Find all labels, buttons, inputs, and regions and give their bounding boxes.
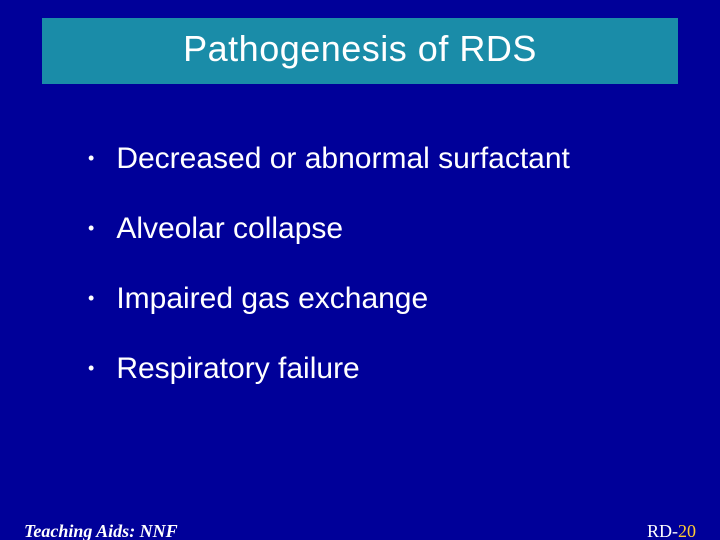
bullet-text: Alveolar collapse <box>116 212 343 246</box>
footer: Teaching Aids: NNF RD-20 <box>24 521 696 540</box>
list-item: • Alveolar collapse <box>88 212 720 246</box>
bullet-text: Respiratory failure <box>116 352 359 386</box>
title-bar: Pathogenesis of RDS <box>42 18 678 84</box>
list-item: • Respiratory failure <box>88 352 720 386</box>
list-item: • Impaired gas exchange <box>88 282 720 316</box>
bullet-icon: • <box>88 359 94 377</box>
bullet-icon: • <box>88 289 94 307</box>
bullet-icon: • <box>88 149 94 167</box>
list-item: • Decreased or abnormal surfactant <box>88 142 720 176</box>
bullet-icon: • <box>88 219 94 237</box>
bullet-text: Impaired gas exchange <box>116 282 428 316</box>
footer-right-text: RD-20 <box>647 521 696 540</box>
footer-prefix: RD- <box>647 521 678 540</box>
slide-title: Pathogenesis of RDS <box>42 28 678 70</box>
bullet-text: Decreased or abnormal surfactant <box>116 142 570 176</box>
body-content: • Decreased or abnormal surfactant • Alv… <box>88 142 720 386</box>
bullet-list: • Decreased or abnormal surfactant • Alv… <box>88 142 720 386</box>
footer-left-text: Teaching Aids: NNF <box>24 521 178 540</box>
page-number: 20 <box>678 521 696 540</box>
